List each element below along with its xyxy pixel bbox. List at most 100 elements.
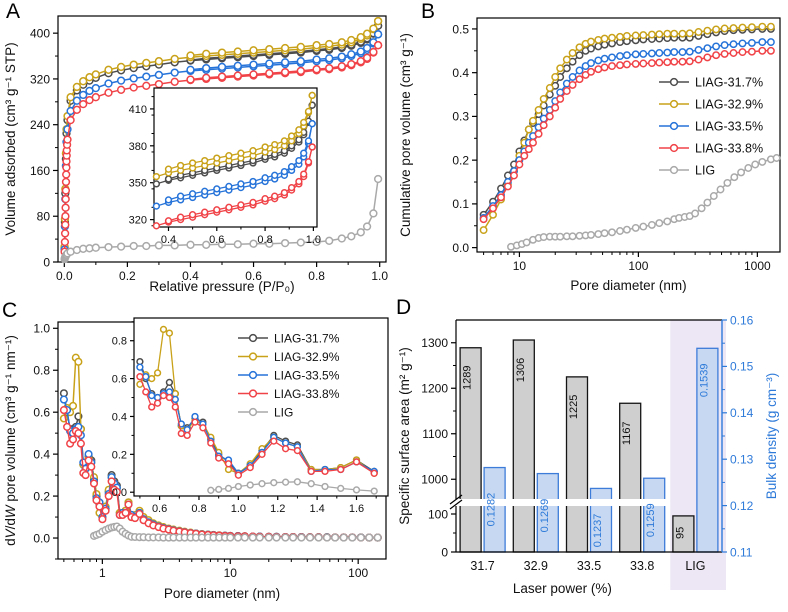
category-label: 33.5 xyxy=(577,559,601,573)
legend: LIAG-31.7% LIAG-32.9% LIAG-33.5% LIAG-33.8%… xyxy=(659,76,763,178)
main-axes: 10 100 1000 0.0 0.1 0.2 0.3 0.4 0.5 xyxy=(452,17,781,273)
y-tick-label: 0.8 xyxy=(112,336,127,348)
series-LIG xyxy=(507,154,781,251)
left-tick-label: 100 xyxy=(428,507,448,521)
bars xyxy=(459,339,719,553)
y-tick-label: 0 xyxy=(43,255,50,269)
left-tick-label: 0 xyxy=(441,545,448,559)
category-label: 32.9 xyxy=(524,559,548,573)
panel-c-pore-size-distribution: 1 10 100 0.0 0.2 0.4 0.6 0.8 1.0 Pore diameter (n… xyxy=(3,317,389,601)
panel-label-c: C xyxy=(2,299,18,322)
y-tick-label: 0.4 xyxy=(33,447,50,461)
bar-value-density: 0.1269 xyxy=(539,499,551,533)
panel-label-a: A xyxy=(6,0,21,23)
bar-value-ssa: 1289 xyxy=(462,366,474,390)
y-tick-label: 0.0 xyxy=(33,531,50,545)
inset-series-LIAG-33.8% xyxy=(136,373,378,479)
right-y-axis-label: Bulk density (g cm⁻³) xyxy=(764,373,779,499)
x-tick-label: 1.0 xyxy=(306,234,321,246)
x-tick-label: 0.8 xyxy=(308,269,325,283)
inset-axes: 0.4 0.6 0.8 1.0 320 350 380 410 xyxy=(129,87,321,246)
legend-entry-LIAG-32.9%: LIAG-32.9% xyxy=(659,98,763,112)
inset-series-desorption-LIAG-32.9% xyxy=(164,91,316,173)
main-axes: 0.0 0.2 0.4 0.6 0.8 1.0 0 80 160 240 320 400 xyxy=(30,15,388,283)
y-tick-label: 240 xyxy=(30,118,50,132)
y-tick-label: 0.1 xyxy=(452,197,469,211)
y-tick-label: 0.2 xyxy=(33,489,50,503)
y-axis-label: dV/dW pore volume (cm³ g⁻¹ nm⁻¹) xyxy=(3,335,18,546)
x-tick-label: 0.8 xyxy=(191,503,206,515)
y-tick-label: 320 xyxy=(30,72,50,86)
y-tick-label: 80 xyxy=(37,210,51,224)
left-tick-label: 1200 xyxy=(421,382,448,396)
bar-value-labels: 1289 0.1282 1306 0.1269 1225 0.1237 1167 0.1259… xyxy=(462,358,711,547)
bar-value-density: 0.1539 xyxy=(698,363,710,397)
legend-entry-LIAG-31.7%: LIAG-31.7% xyxy=(238,331,340,345)
y-tick-label: 400 xyxy=(30,26,50,40)
series-desorption-LIAG-33.8% xyxy=(186,41,383,84)
legend-entry-LIAG-32.9%: LIAG-32.9% xyxy=(238,350,340,364)
x-tick-label: 0.6 xyxy=(152,503,167,515)
y-axis-label: Specific surface area (m² g⁻¹) xyxy=(397,347,412,524)
series-LIAG-33.8% xyxy=(479,46,775,224)
x-tick-label: 10 xyxy=(513,259,527,273)
x-axis-label: Laser power (%) xyxy=(513,581,612,596)
x-tick-label: 1.6 xyxy=(349,503,364,515)
legend-label: LIAG-32.9% xyxy=(695,98,763,112)
panel-label-b: B xyxy=(421,0,436,23)
x-tick-label: 1.0 xyxy=(371,269,388,283)
legend-label: LIG xyxy=(274,405,293,419)
legend-label: LIAG-33.8% xyxy=(695,142,763,156)
y-tick-label: 320 xyxy=(129,215,147,227)
legend-entry-LIAG-33.8%: LIAG-33.8% xyxy=(238,387,340,401)
panel-label-d: D xyxy=(396,296,412,319)
x-axis-label: Pore diameter (nm) xyxy=(570,278,686,293)
right-tick-label: 0.13 xyxy=(730,453,754,467)
y-tick-label: 0.4 xyxy=(112,411,127,423)
bar-value-density: 0.1282 xyxy=(486,493,498,527)
right-tick-label: 0.12 xyxy=(730,499,754,513)
category-label: LIG xyxy=(685,559,705,573)
legend-entry-LIAG-33.5%: LIAG-33.5% xyxy=(238,368,340,382)
x-tick-label: 0.6 xyxy=(209,234,224,246)
x-tick-label: 1000 xyxy=(744,259,771,273)
right-tick-label: 0.16 xyxy=(730,313,754,327)
legend-label: LIAG-31.7% xyxy=(274,331,340,345)
bar-value-density: 0.1237 xyxy=(592,514,604,548)
y-tick-label: 0.4 xyxy=(452,66,469,80)
x-tick-label: 100 xyxy=(628,259,648,273)
d-axis-ticks: 0 100 1000 1100 1200 1300 0.11 0.12 0.13 0.14 0.15… xyxy=(421,313,753,559)
bar-value-ssa: 1167 xyxy=(621,421,633,445)
y-tick-label: 0.6 xyxy=(33,406,50,420)
legend-entry-LIG: LIG xyxy=(659,164,715,178)
legend-entry-LIAG-33.8%: LIAG-33.8% xyxy=(659,142,763,156)
x-tick-label: 1.2 xyxy=(270,503,285,515)
left-tick-label: 1000 xyxy=(421,473,448,487)
y-tick-label: 0.8 xyxy=(33,364,50,378)
y-axis-label: Cumulative pore volume (cm³ g⁻¹) xyxy=(398,33,413,237)
series-LIG xyxy=(60,174,383,264)
left-tick-label: 1300 xyxy=(421,336,448,350)
y-tick-label: 160 xyxy=(30,164,50,178)
y-tick-label: 0.6 xyxy=(112,374,127,386)
x-tick-label: 0.4 xyxy=(161,234,176,246)
bar-value-density: 0.1259 xyxy=(645,503,657,537)
y-tick-label: 0.2 xyxy=(452,153,469,167)
right-tick-label: 0.15 xyxy=(730,360,754,374)
panel-a-adsorption-isotherms: 0.0 0.2 0.4 0.6 0.8 1.0 0 80 160 240 320 400 Relativ… xyxy=(3,15,388,294)
bar-value-ssa: 1225 xyxy=(568,395,580,419)
y-tick-label: 350 xyxy=(129,178,147,190)
x-tick-label: 1.4 xyxy=(309,503,324,515)
x-axis-label: Pore diameter (nm) xyxy=(164,586,280,601)
x-tick-label: 0.8 xyxy=(257,234,272,246)
y-tick-label: 1.0 xyxy=(33,322,50,336)
x-tick-label: 0.2 xyxy=(119,269,136,283)
y-tick-label: 0.0 xyxy=(112,487,127,499)
left-tick-label: 1100 xyxy=(422,427,448,441)
category-label: 31.7 xyxy=(470,559,494,573)
category-labels: 31.7 32.9 33.5 33.8 LIG xyxy=(470,559,705,573)
inset-series-desorption-LIAG-33.5% xyxy=(164,120,316,204)
y-tick-label: 0.5 xyxy=(452,22,469,36)
legend-label: LIAG-33.5% xyxy=(695,120,763,134)
